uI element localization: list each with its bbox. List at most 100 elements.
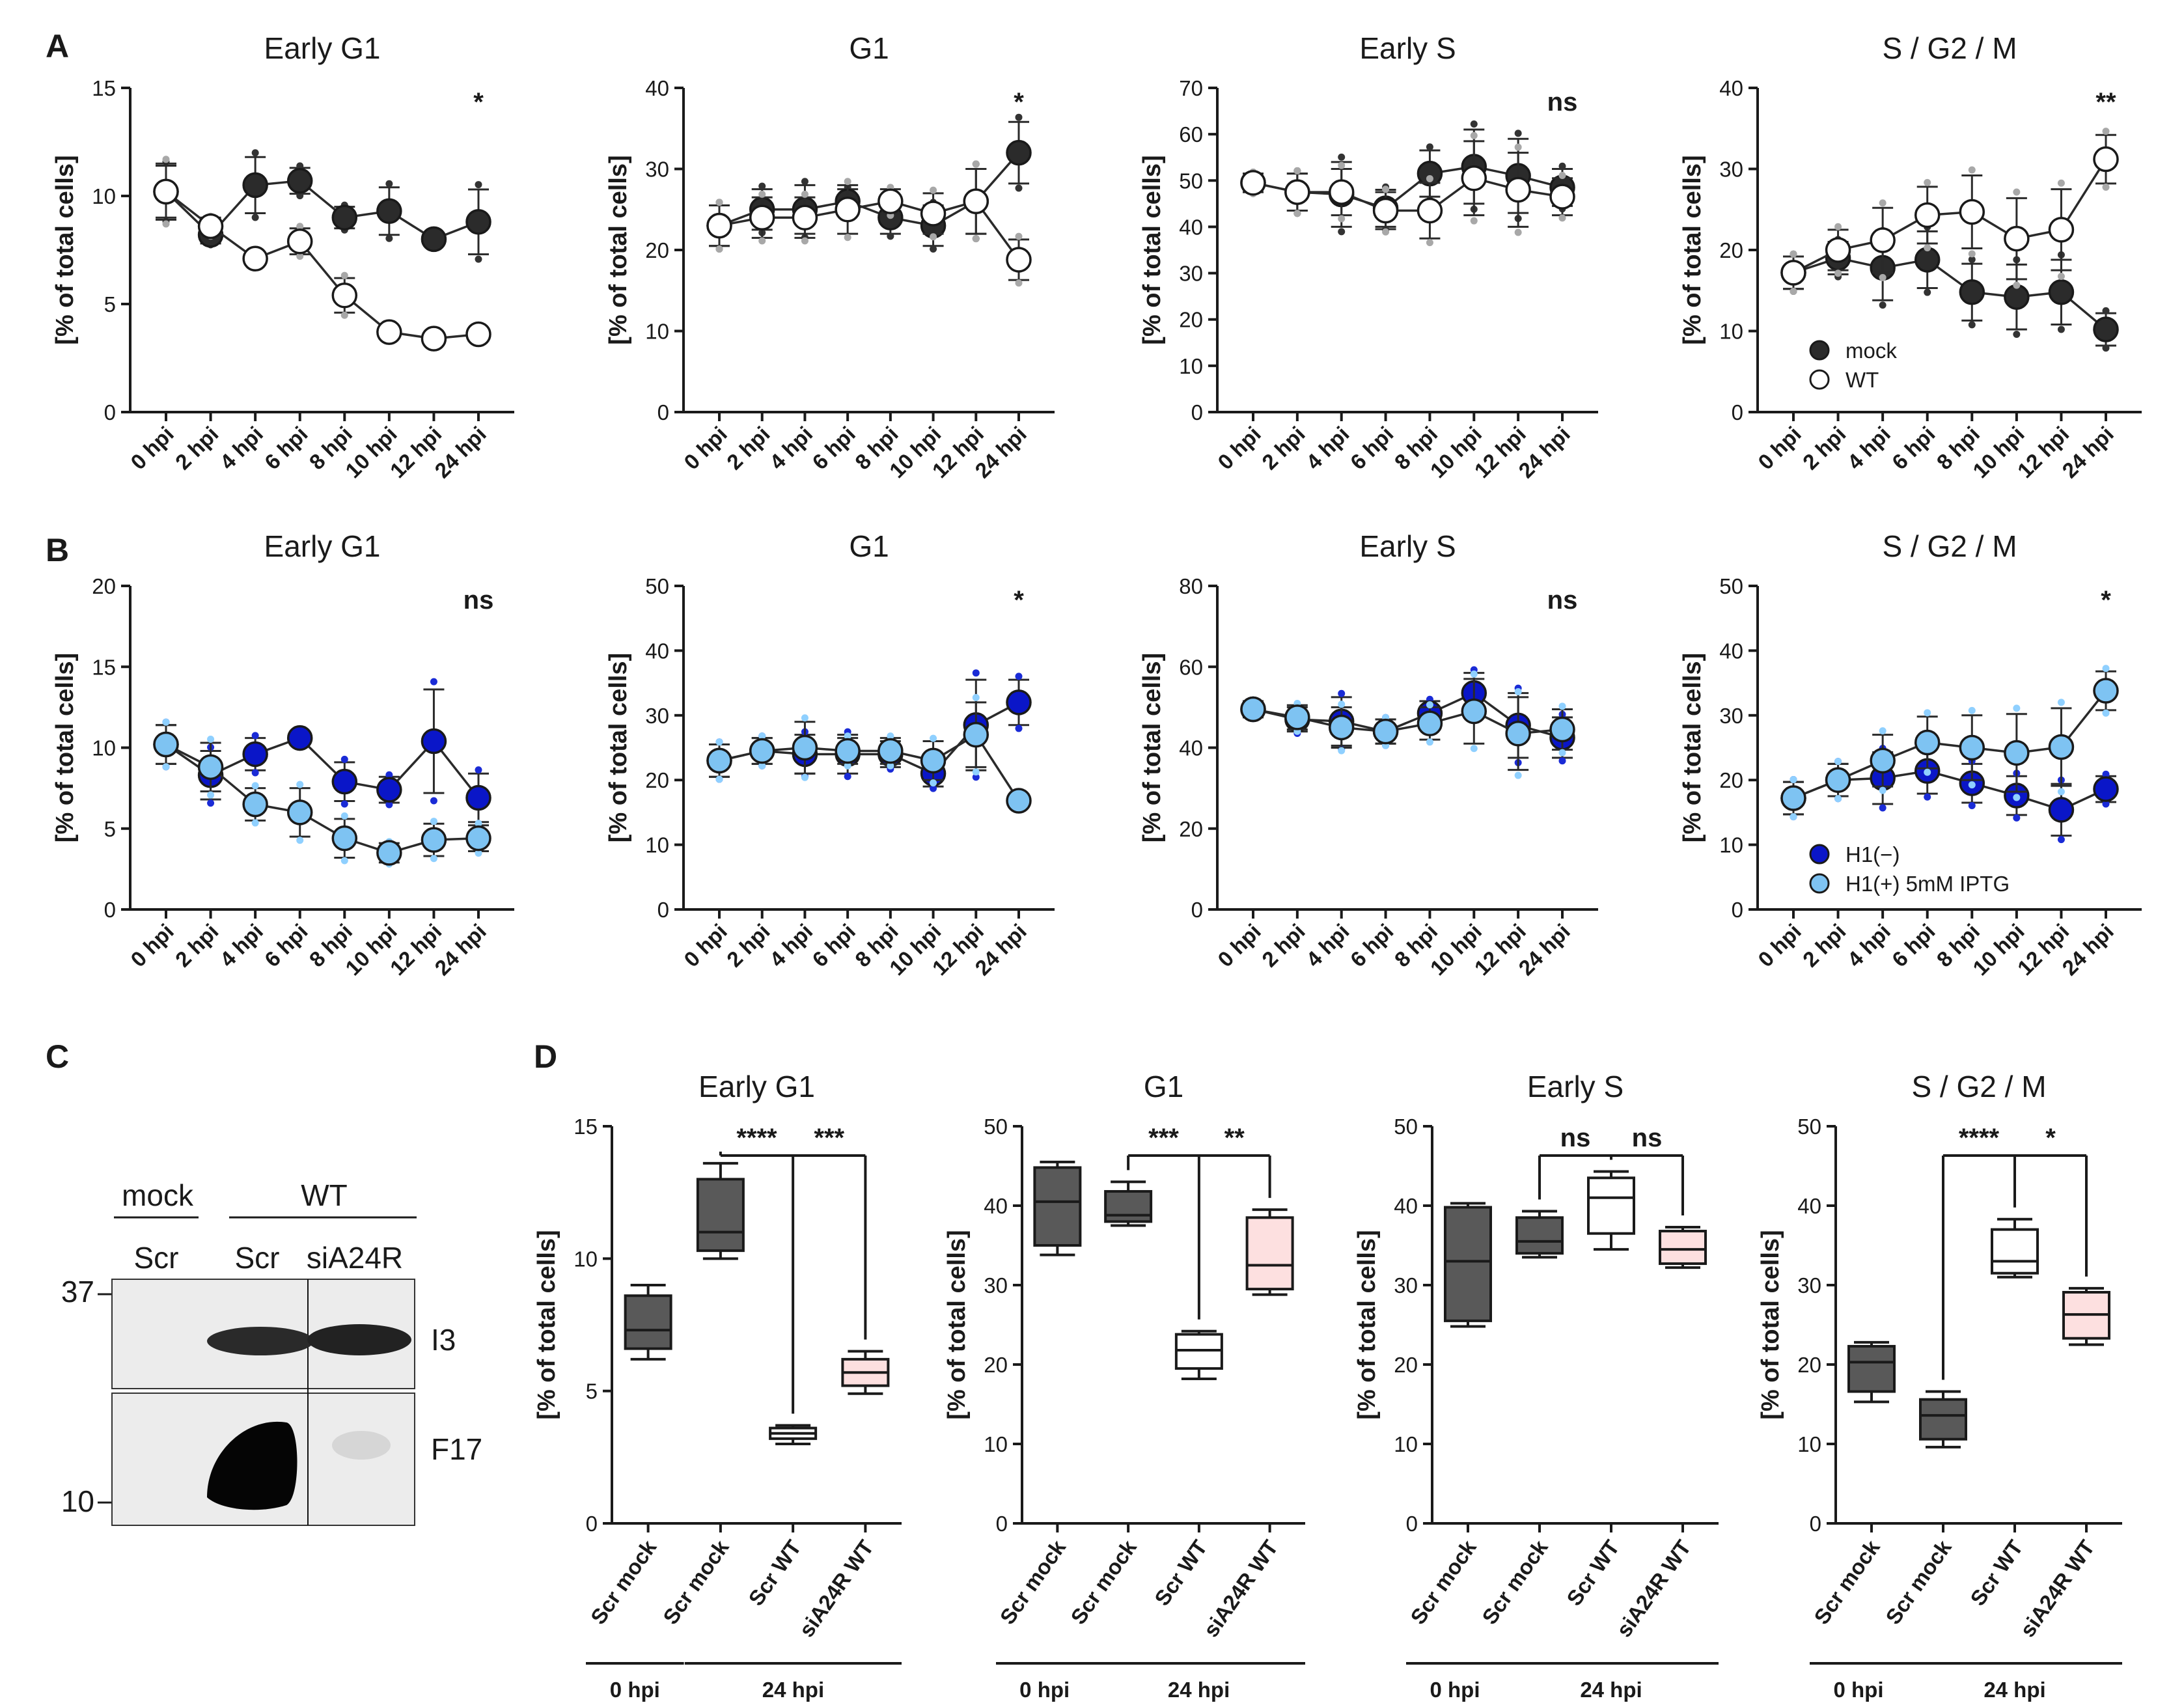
replicate-dot-a4-1-7-a [2102,128,2110,135]
blot-band-f17-sia24r [332,1431,391,1460]
replicate-dot-a3-1-6-a [1514,143,1522,151]
legend-label-b4-1: H1(+) 5mM IPTG [1845,872,2010,896]
box-d4-3 [2062,1286,2110,1346]
replicate-dot-b3-0-7-b [1558,757,1566,765]
y-tick-label-b4-1: 10 [1719,833,1743,857]
x-tick-label-b2-1: 2 hpi [722,919,775,972]
data-point-b2-1-4 [878,738,904,764]
x-tick-label-b3-0: 0 hpi [1213,919,1265,972]
chart-title-a3: Early S [1359,31,1456,65]
replicate-dot-b2-0-3-b [844,773,851,781]
replicate-dot-a2-1-5-b [930,233,937,241]
data-point-a3-1-6 [1505,176,1531,203]
y-tick-label-a3-1: 10 [1179,354,1203,378]
panel-label-b: B [46,532,69,568]
group-label-d2-1: 24 hpi [1168,1678,1230,1702]
replicate-dot-b1-1-6-b [430,855,437,863]
legend-marker-b4-1 [1809,873,1830,894]
y-tick-label-d2-5: 50 [984,1115,1008,1139]
replicate-dot-b2-1-6-b [972,768,980,776]
replicate-dot-a1-0-2-b [251,214,259,221]
y-tick-label-b2-4: 40 [645,639,669,663]
data-point-a4-0-4 [1959,279,1985,305]
replicate-dot-a2-1-3-b [844,234,851,242]
replicate-dot-b2-0-6-a [972,669,980,677]
data-point-b4-1-0 [1780,785,1806,811]
data-point-a2-1-4 [878,188,904,215]
replicate-dot-a4-1-1-b [1834,270,1842,277]
y-tick-label-b4-0: 0 [1732,898,1743,922]
replicate-dot-b3-1-2-a [1338,700,1346,708]
data-point-a1-1-6 [421,326,447,352]
y-tick-label-a4-2: 20 [1719,238,1743,262]
legend-label-a4-0: mock [1845,339,1897,363]
data-point-b4-1-7 [2093,678,2119,704]
y-tick-label-d4-0: 0 [1810,1512,1821,1536]
x-tick-label-a1-7: 24 hpi [430,422,491,483]
x-tick-label-b4-1: 2 hpi [1798,919,1851,972]
y-tick-label-d2-3: 30 [984,1273,1008,1297]
group-label-d3-1: 24 hpi [1580,1678,1642,1702]
replicate-dot-b2-0-7-a [1015,672,1023,680]
data-point-b2-1-7 [1006,788,1032,814]
x-tick-label-a4-3: 6 hpi [1887,422,1940,475]
box-body-d1-1 [696,1178,745,1253]
box-body-d2-3 [1245,1216,1294,1291]
data-point-b1-1-3 [286,799,313,825]
box-d4-1 [1919,1390,1967,1449]
legend-label-a4-1: WT [1845,368,1879,392]
box-d4-2 [1991,1217,2039,1279]
x-tick-label-a4-2: 4 hpi [1842,422,1895,475]
significance-a4: ** [2095,88,2116,117]
data-point-b1-1-1 [197,754,224,781]
x-tick-label-b2-2: 4 hpi [765,919,818,972]
blot-lane-2: Scr [235,1241,280,1275]
x-tick-label-d4-0: Scr mock [1809,1535,1885,1628]
replicate-dot-a3-1-3-a [1382,186,1390,193]
y-axis-label-d4: [% of total cells] [1757,1230,1784,1419]
y-tick-label-b1-0: 0 [104,898,116,922]
replicate-dot-a3-1-2-b [1338,215,1346,223]
replicate-dot-b4-1-2-b [1879,786,1887,794]
x-tick-label-d4-2: Scr WT [1965,1536,2028,1610]
replicate-dot-a3-1-7-b [1558,214,1566,222]
box-body-d4-2 [1991,1228,2039,1275]
x-tick-label-a3-3: 6 hpi [1346,422,1398,475]
replicate-dot-a3-0-2-b [1338,228,1346,236]
data-point-b3-1-1 [1284,704,1310,730]
replicate-dot-b1-1-3-b [296,837,304,844]
data-point-b4-0-6 [2048,797,2075,823]
significance-a1: * [473,88,484,117]
y-axis-label-a4: [% of total cells] [1679,155,1706,344]
data-point-b3-1-7 [1549,716,1575,743]
x-tick-label-a2-3: 6 hpi [807,422,860,475]
box-d2-3 [1245,1208,1294,1296]
replicate-dot-a1-0-2-a [251,149,259,157]
data-point-b1-0-4 [331,768,358,795]
replicate-dot-a2-0-7-a [1015,113,1023,121]
replicate-dot-a1-1-0-a [162,156,170,163]
y-tick-label-a3-4: 40 [1179,215,1203,239]
x-tick-label-a2-2: 4 hpi [765,422,818,475]
y-tick-label-a2-2: 20 [645,238,669,262]
chart-title-b4: S / G2 / M [1882,529,2017,563]
box-body-d3-1 [1515,1216,1564,1255]
y-axis-label-b4: [% of total cells] [1679,653,1706,842]
replicate-dot-b4-1-1-a [1834,758,1842,766]
replicate-dot-a4-1-6-a [2057,179,2065,187]
box-d1-2 [769,1424,818,1445]
x-tick-label-b3-3: 6 hpi [1346,919,1398,972]
replicate-dot-b2-1-1-a [758,732,766,740]
y-axis-label-b2: [% of total cells] [605,653,632,842]
data-point-a1-0-3 [286,168,313,194]
x-tick-label-d4-3: siA24R WT [2015,1536,2099,1641]
blot-band-i3-scr [207,1327,314,1355]
y-tick-label-b3-1: 20 [1179,817,1203,841]
chart-title-d3: Early S [1527,1070,1624,1103]
series-b3-1 [1240,670,1575,779]
replicate-dot-a2-1-7-b [1015,279,1023,287]
chart-a3: 0 10 20 30 40 50 60 70 Early S [% of total cells]… [1139,31,1598,482]
